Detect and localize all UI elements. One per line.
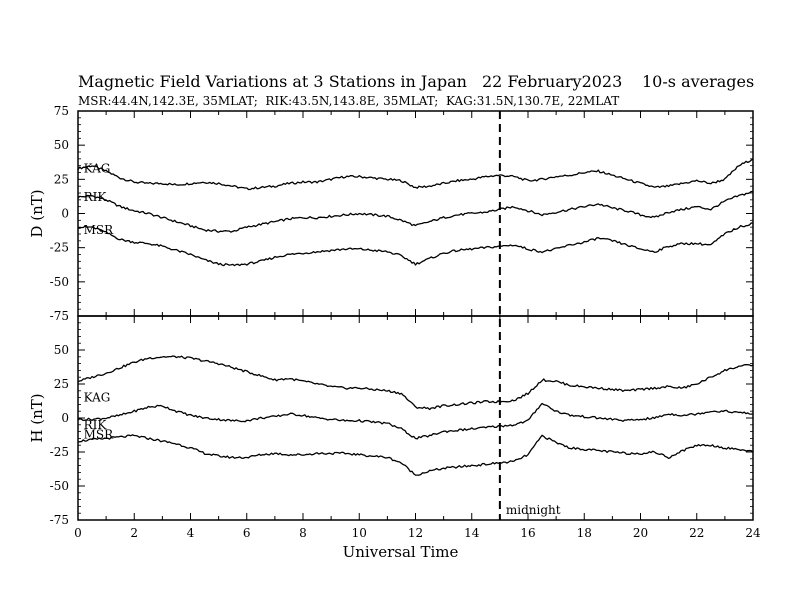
chart-subtitle-stations: MSR:44.4N,142.3E, 35MLAT; RIK:43.5N,143.… bbox=[78, 94, 619, 108]
y-tick-label: 50 bbox=[54, 343, 69, 357]
series-label-kag: KAG bbox=[84, 161, 111, 175]
y-tick-label: 25 bbox=[54, 377, 69, 391]
series-line-msr bbox=[77, 434, 754, 476]
x-tick-label: 18 bbox=[577, 526, 592, 540]
series-label-rik: RIK bbox=[84, 418, 108, 432]
chart-averaging: 10-s averages bbox=[642, 72, 754, 91]
x-tick-label: 0 bbox=[74, 526, 82, 540]
series-label-msr: MSR bbox=[84, 427, 115, 441]
x-tick-label: 10 bbox=[352, 526, 367, 540]
y-tick-label: -75 bbox=[50, 513, 69, 527]
series-line-kag bbox=[77, 355, 754, 411]
midnight-marker: midnight bbox=[498, 111, 561, 520]
x-tick-label: 6 bbox=[243, 526, 251, 540]
y-tick-label: 75 bbox=[54, 104, 69, 118]
series-label-kag: KAG bbox=[84, 391, 111, 405]
x-tick-label: 4 bbox=[187, 526, 195, 540]
x-axis-label: Universal Time bbox=[343, 543, 459, 561]
series-line-kag bbox=[77, 158, 754, 191]
x-tick-label: 8 bbox=[299, 526, 307, 540]
x-tick-label: 24 bbox=[745, 526, 761, 540]
y-tick-label: 50 bbox=[54, 138, 69, 152]
y-tick-label: -50 bbox=[50, 479, 69, 493]
x-tick-label: 16 bbox=[520, 526, 535, 540]
y-tick-label: -25 bbox=[50, 445, 69, 459]
y-tick-label: 0 bbox=[61, 207, 69, 221]
y-tick-label: 0 bbox=[61, 411, 69, 425]
y-tick-label: 25 bbox=[54, 172, 69, 186]
x-tick-label: 14 bbox=[464, 526, 480, 540]
series-label-msr: MSR bbox=[84, 223, 115, 237]
midnight-label: midnight bbox=[506, 503, 561, 517]
x-tick-label: 2 bbox=[130, 526, 138, 540]
chart-date: 22 February2023 bbox=[482, 72, 622, 91]
plot-frame bbox=[77, 110, 754, 317]
x-tick-label: 20 bbox=[633, 526, 648, 540]
series-line-rik bbox=[77, 190, 754, 233]
series-line-msr bbox=[77, 222, 754, 267]
series-label-rik: RIK bbox=[84, 190, 108, 204]
x-tick-label: 22 bbox=[689, 526, 704, 540]
y-axis-label: D (nT) bbox=[28, 189, 46, 237]
x-tick-label: 12 bbox=[408, 526, 423, 540]
y-tick-label: -25 bbox=[50, 241, 69, 255]
y-tick-label: -50 bbox=[50, 275, 69, 289]
panel-d: 75 50 25 0 -25 -50 -75 D (nT) KAG RIK MSR bbox=[28, 104, 754, 323]
chart-title: Magnetic Field Variations at 3 Stations … bbox=[78, 72, 467, 91]
y-tick-label: -75 bbox=[50, 309, 69, 323]
y-axis-label: H (nT) bbox=[28, 393, 46, 442]
series-line-rik bbox=[77, 402, 754, 440]
